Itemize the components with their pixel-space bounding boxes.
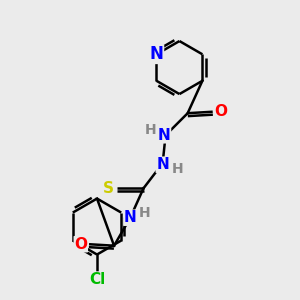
Text: O: O <box>74 237 87 252</box>
Text: H: H <box>145 123 157 137</box>
Text: N: N <box>158 128 170 143</box>
Text: N: N <box>150 45 164 63</box>
Text: N: N <box>156 157 169 172</box>
Text: O: O <box>214 104 227 119</box>
Text: Cl: Cl <box>89 272 105 287</box>
Text: N: N <box>124 210 136 225</box>
Text: S: S <box>103 181 114 196</box>
Text: H: H <box>172 161 183 176</box>
Text: H: H <box>139 206 150 220</box>
